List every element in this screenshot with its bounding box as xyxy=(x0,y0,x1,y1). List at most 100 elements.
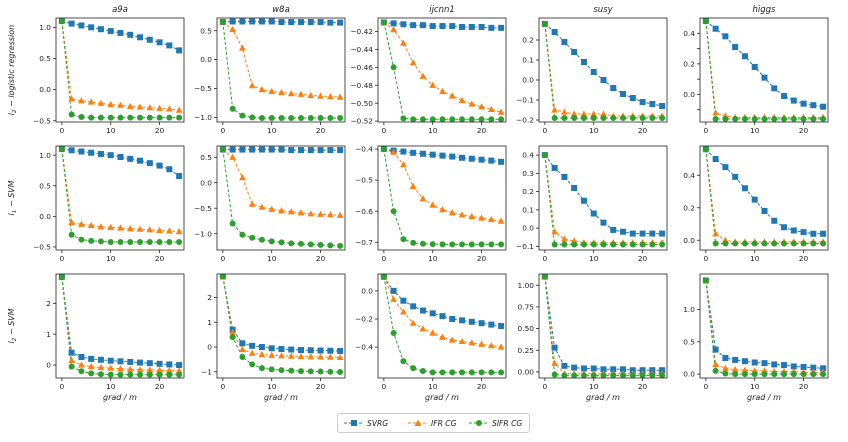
panel-r1-c0-point-svrg-7 xyxy=(127,155,134,162)
panel-r1-c1-point-sifr-cg-0 xyxy=(219,146,226,153)
panel-r1-c3-point-svrg-1 xyxy=(551,164,558,171)
panel-r2-c1-plot-area xyxy=(219,274,344,376)
panel-r0-c4-point-sifr-cg-1 xyxy=(712,115,719,122)
panel-r2-c1-point-ifr-cg-10 xyxy=(317,353,324,360)
panel-r0-c1-title: w8a xyxy=(272,5,290,15)
panel-r0-c2-point-svrg-2 xyxy=(400,21,407,28)
panel-r2-c2-point-ifr-cg-7 xyxy=(448,336,456,343)
panel-r1-c4-point-svrg-2 xyxy=(722,164,729,171)
panel-r0-c2-point-sifr-cg-4 xyxy=(419,116,426,122)
panel-r0-c0-point-sifr-cg-7 xyxy=(127,114,134,121)
panel-r0-c2-xtick-label-0: 0 xyxy=(382,126,387,135)
panel-r2-c3-point-sifr-cg-10 xyxy=(639,372,646,378)
legend-label-sifr-cg: SIFR CG xyxy=(492,418,523,428)
panel-r1-c4-point-svrg-9 xyxy=(790,227,797,234)
panel-r0-c2-point-sifr-cg-2 xyxy=(400,115,407,122)
panel-r1-c3-point-sifr-cg-8 xyxy=(620,241,627,248)
panel-r2-c3-ytick-label-3: 0.75 xyxy=(518,303,535,312)
panel-r1-c2-point-svrg-4 xyxy=(419,150,426,157)
panel-r2-c2-point-svrg-6 xyxy=(439,313,446,320)
panel-r0-c1-point-sifr-cg-4 xyxy=(258,114,265,121)
panel-r1-c0-point-sifr-cg-7 xyxy=(127,239,134,246)
panel-r1-c2-plot-area xyxy=(380,146,505,248)
panel-r2-c0-point-ifr-cg-10 xyxy=(156,366,163,373)
panel-r0-c2-point-sifr-cg-3 xyxy=(410,116,417,122)
panel-r0-c1-point-ifr-cg-7 xyxy=(287,90,295,97)
panel-r0-c0-point-ifr-cg-8 xyxy=(136,103,144,110)
panel-r0-c2-title: ijcnn1 xyxy=(429,5,455,15)
panel-r0-c2-point-svrg-12 xyxy=(498,24,505,31)
panel-r0-c0-ytick-label-1: 0.0 xyxy=(39,85,51,94)
panel-r1-c4-point-svrg-12 xyxy=(820,230,827,237)
panel-r0-c4-point-sifr-cg-12 xyxy=(820,115,827,122)
panel-r2-c2-point-svrg-12 xyxy=(498,323,505,329)
panel-r1-c3-point-sifr-cg-11 xyxy=(649,241,656,248)
panel-r1-c2-point-sifr-cg-10 xyxy=(478,241,485,248)
panel-r2-c3-point-sifr-cg-4 xyxy=(580,372,587,378)
panel-r1-c0-point-sifr-cg-1 xyxy=(68,231,75,238)
panel-r2-c1-point-ifr-cg-11 xyxy=(326,353,334,360)
panel-r1-c1-point-svrg-6 xyxy=(278,146,285,153)
panel-r1-c4-point-sifr-cg-0 xyxy=(702,146,709,153)
panel-r1-c4-point-sifr-cg-1 xyxy=(712,240,719,247)
panel-r1-c2: −0.7 −0.6 −0.5 −0.4 0 10 20 xyxy=(355,145,507,263)
panel-r0-c1-xtick-label-1: 10 xyxy=(267,126,277,135)
panel-r2-c3-xtick-label-0: 0 xyxy=(543,382,548,391)
panel-r2-c3-frame xyxy=(538,273,668,379)
panel-r1-c2-point-svrg-9 xyxy=(468,155,475,162)
panel-r1-c0-point-ifr-cg-5 xyxy=(107,223,115,230)
panel-r1-c2-frame xyxy=(377,145,507,251)
panel-r2-c0-plot-area xyxy=(58,274,183,378)
panel-r2-c2-point-ifr-cg-6 xyxy=(439,333,446,340)
panel-r0-c2-point-ifr-cg-5 xyxy=(429,81,437,88)
panel-r1-c1-point-ifr-cg-2 xyxy=(239,174,246,181)
panel-r0-c4-xtick-label-0: 0 xyxy=(704,126,709,135)
panel-r2-c3-ytick-label-2: 0.50 xyxy=(518,324,535,333)
panel-r2-c3-point-svrg-1 xyxy=(551,344,558,351)
panel-r1-c1-xtick-label-1: 10 xyxy=(267,254,277,263)
panel-r2-c1-ytick-label-3: 2 xyxy=(207,293,212,302)
panel-r0-c0-ytick-label-0: −0.5 xyxy=(33,116,51,125)
panel-r2-c2-ytick-label-0: −0.4 xyxy=(355,343,373,352)
panel-r1-c1-point-svrg-11 xyxy=(327,147,334,154)
panel-r2-c1-xtick-label-2: 20 xyxy=(316,382,326,391)
panel-r0-c0-ytick-label-2: 0.5 xyxy=(39,54,51,63)
panel-r1-c4-xtick-label-0: 0 xyxy=(704,254,709,263)
panel-r2-c1-xlabel: grad / m xyxy=(264,393,298,402)
panel-r2-c2-point-sifr-cg-3 xyxy=(410,365,417,372)
panel-r0-c0-point-svrg-8 xyxy=(137,34,144,41)
panel-r0-c1-ytick-label-1: −0.5 xyxy=(194,84,212,93)
panel-r0-c2-point-svrg-8 xyxy=(459,23,466,30)
panel-r0-c3-point-sifr-cg-9 xyxy=(629,115,636,121)
panel-r1-c1-point-ifr-cg-4 xyxy=(258,203,266,210)
panel-r0-c2-point-svrg-4 xyxy=(419,22,426,29)
panel-r0-c0-point-svrg-6 xyxy=(117,29,124,36)
panel-r0-c2-ytick-label-3: −0.46 xyxy=(350,63,373,72)
panel-r0-c1-point-sifr-cg-12 xyxy=(337,114,344,121)
panel-r1-c3-point-svrg-7 xyxy=(610,226,617,233)
panel-r1-c2-point-ifr-cg-8 xyxy=(458,211,466,218)
panel-r2-c2-point-sifr-cg-11 xyxy=(488,369,495,376)
panel-r0-c1-point-ifr-cg-1 xyxy=(229,25,237,33)
panel-r1-c1-point-svrg-12 xyxy=(337,147,344,154)
panel-r0-c1-point-ifr-cg-3 xyxy=(248,82,256,89)
panel-r0-c2-point-sifr-cg-5 xyxy=(429,116,436,122)
panel-r1-c4-point-svrg-11 xyxy=(810,230,817,237)
panel-r2-c2-point-svrg-9 xyxy=(468,318,475,325)
panel-r0-c3-title: susy xyxy=(593,5,613,15)
panel-r1-c3-point-sifr-cg-1 xyxy=(551,241,558,248)
panel-r0-c4-title: higgs xyxy=(753,5,777,15)
panel-r0-c0-frame xyxy=(55,17,185,123)
panel-r0-c4-point-svrg-10 xyxy=(800,100,807,107)
panel-r0-c3-point-svrg-4 xyxy=(580,59,587,65)
panel-r0-c0-point-ifr-cg-10 xyxy=(156,104,163,111)
panel-r1-c2-point-sifr-cg-0 xyxy=(380,146,387,153)
panel-r0-c3-point-sifr-cg-0 xyxy=(541,21,548,27)
panel-r1-c2-point-sifr-cg-8 xyxy=(459,241,466,248)
panel-r1-c2-point-ifr-cg-3 xyxy=(409,182,417,189)
panel-r2-c0-point-svrg-1 xyxy=(68,349,75,356)
panel-r2-c1-frame xyxy=(216,273,346,379)
panel-r2-c4-point-svrg-7 xyxy=(771,361,778,368)
panel-r2-c1-point-ifr-cg-9 xyxy=(307,353,315,360)
panel-r2-c0-xtick-label-0: 0 xyxy=(60,382,65,391)
